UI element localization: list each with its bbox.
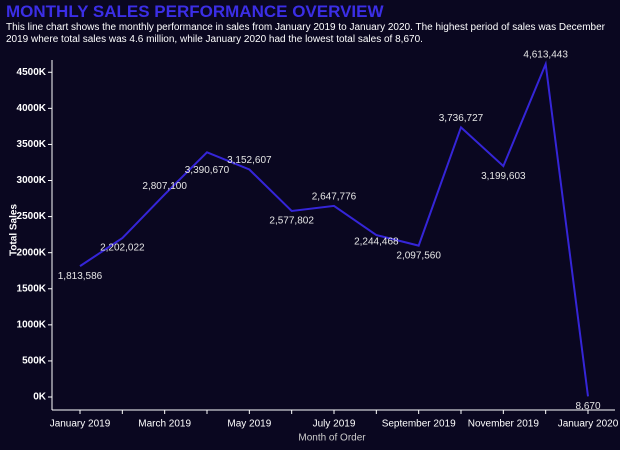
x-tick-label: July 2019 — [313, 419, 356, 430]
y-tick-label: 3500K — [17, 139, 47, 150]
value-label: 3,199,603 — [481, 171, 526, 182]
value-label: 3,390,670 — [185, 165, 230, 176]
y-axis-title: Total Sales — [9, 204, 20, 256]
x-tick-label: January 2019 — [50, 419, 111, 430]
y-tick-label: 4500K — [17, 67, 47, 78]
y-tick-label: 0K — [33, 392, 47, 403]
value-label: 4,613,443 — [523, 50, 568, 61]
line — [79, 60, 589, 397]
value-label: 2,202,022 — [100, 243, 145, 254]
x-tick-label: November 2019 — [468, 419, 540, 430]
y-tick-label: 1500K — [17, 283, 47, 294]
chart-subtitle: This line chart shows the monthly perfor… — [6, 22, 606, 45]
y-tick-label: 2000K — [17, 247, 47, 258]
value-label: 3,152,607 — [227, 155, 272, 166]
x-axis-title: Month of Order — [298, 433, 366, 444]
value-label: 2,647,776 — [312, 192, 357, 203]
value-label: 1,813,586 — [58, 271, 103, 282]
value-label: 2,244,468 — [354, 237, 399, 248]
y-tick-label: 2500K — [17, 211, 47, 222]
value-label: 2,097,560 — [396, 250, 441, 261]
y-tick-label: 4000K — [17, 103, 47, 114]
y-tick-label: 1000K — [17, 319, 47, 330]
x-tick-label: January 2020 — [558, 419, 619, 430]
value-label: 2,807,100 — [142, 181, 187, 192]
value-label: 2,577,802 — [269, 216, 314, 227]
x-tick-label: September 2019 — [382, 419, 456, 430]
chart-title: MONTHLY SALES PERFORMANCE OVERVIEW — [6, 2, 384, 21]
x-tick-label: May 2019 — [227, 419, 271, 430]
y-tick-label: 3000K — [17, 175, 47, 186]
x-tick-label: March 2019 — [138, 419, 191, 430]
value-label: 8,670 — [575, 401, 600, 412]
y-tick-label: 500K — [22, 356, 47, 367]
value-label: 3,736,727 — [439, 113, 484, 124]
